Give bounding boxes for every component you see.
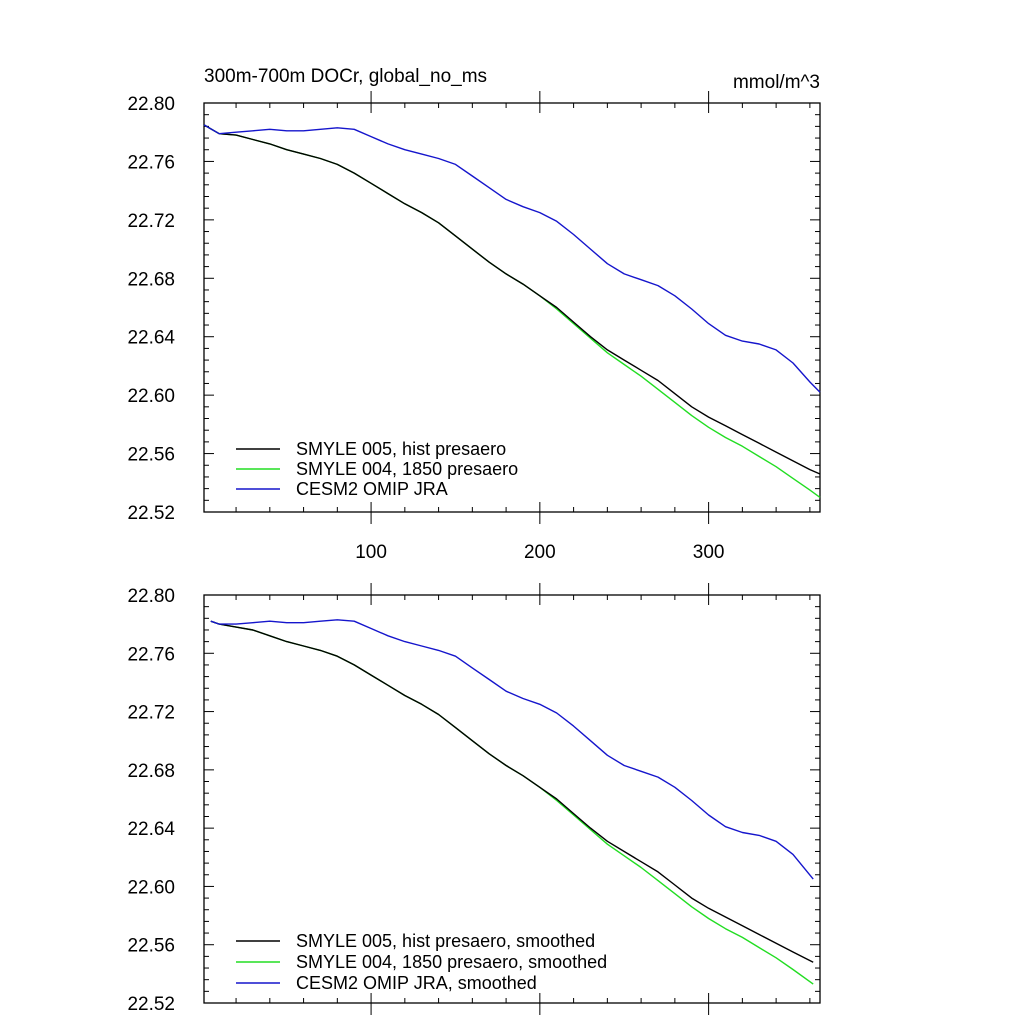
bottom-panel: 22.52 22.56 22.60 22.64 22.68 22.72 22.76 22.80… (127, 583, 821, 1015)
legend-label: SMYLE 004, 1850 presaero (296, 459, 518, 479)
plot-frame (203, 102, 821, 513)
y-tick-label: 22.80 (127, 94, 175, 115)
y-tick-label: 22.60 (127, 386, 175, 407)
series-line (203, 124, 821, 393)
y-tick-label: 22.52 (127, 503, 175, 524)
legend-label: SMYLE 005, hist presaero (296, 439, 506, 459)
x-tick-label: 300 (693, 542, 725, 563)
series-line (203, 124, 821, 475)
y-tick-label: 22.64 (127, 819, 175, 840)
series-line (210, 619, 814, 880)
units-label: mmol/m^3 (733, 72, 820, 93)
y-tick-label: 22.60 (127, 877, 175, 898)
legend-label: SMYLE 005, hist presaero, smoothed (296, 931, 595, 951)
series-line (210, 620, 814, 963)
y-tick-label: 22.52 (127, 994, 175, 1015)
y-tick-label: 22.68 (127, 269, 175, 290)
chart-title: 300m-700m DOCr, global_no_ms (204, 66, 487, 87)
legend-label: CESM2 OMIP JRA, smoothed (296, 973, 537, 993)
legend-label: SMYLE 004, 1850 presaero, smoothed (296, 952, 607, 972)
y-tick-label: 22.68 (127, 761, 175, 782)
x-tick-label: 200 (524, 542, 556, 563)
series-line (210, 620, 814, 985)
legend-label: CESM2 OMIP JRA (296, 479, 448, 499)
y-tick-label: 22.80 (127, 586, 175, 607)
y-tick-label: 22.72 (127, 703, 175, 724)
y-tick-label: 22.76 (127, 152, 175, 173)
x-tick-label: 100 (355, 542, 387, 563)
plot-frame (203, 594, 821, 1004)
y-tick-label: 22.76 (127, 644, 175, 665)
top-panel: 22.52 22.56 22.60 22.64 22.68 22.72 22.76 22.80… (127, 91, 821, 563)
y-tick-label: 22.64 (127, 328, 175, 349)
y-tick-label: 22.56 (127, 936, 175, 957)
y-tick-label: 22.72 (127, 211, 175, 232)
y-tick-label: 22.56 (127, 445, 175, 466)
